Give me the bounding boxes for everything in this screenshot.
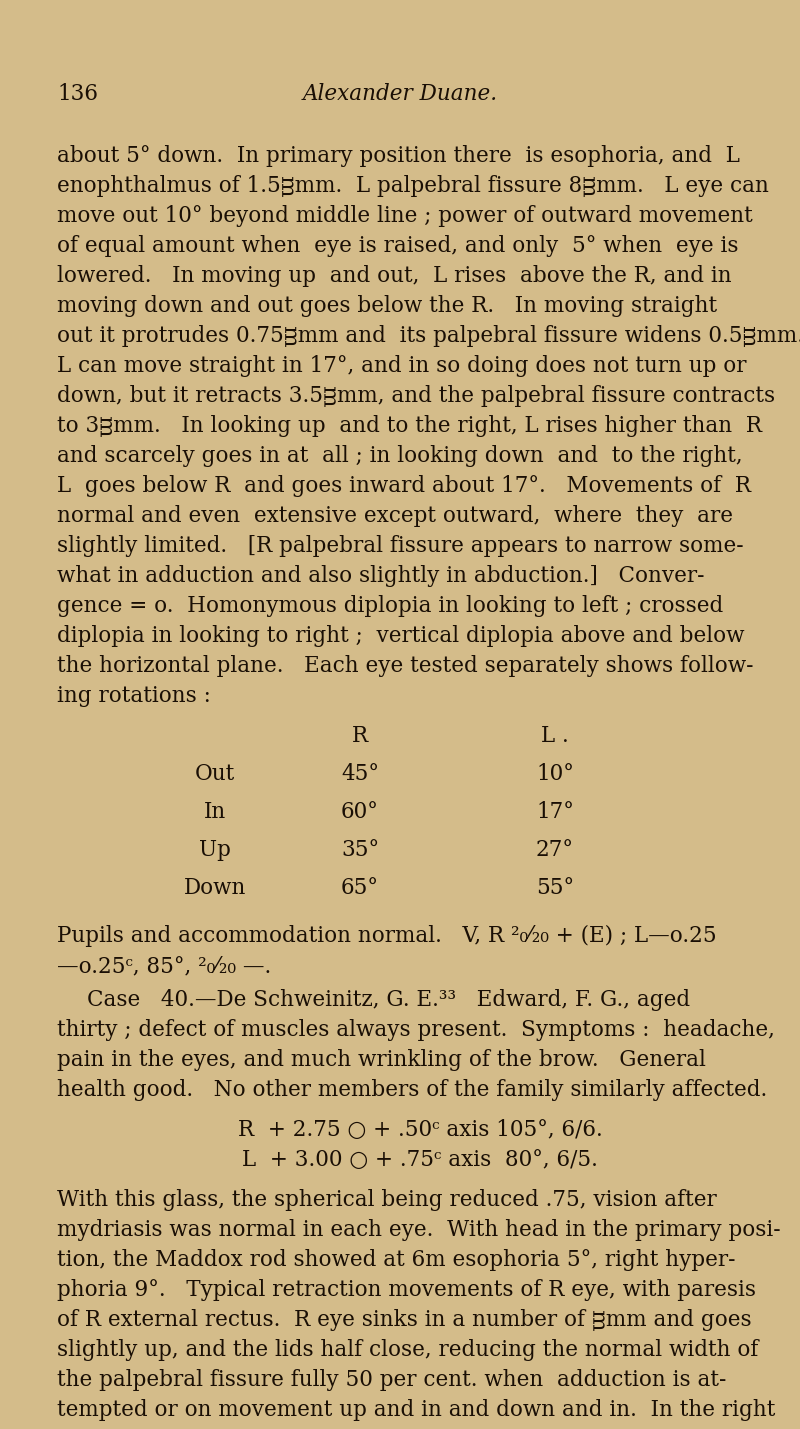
- Text: moving down and out goes below the R.   In moving straight: moving down and out goes below the R. In…: [57, 294, 717, 317]
- Text: of R external rectus.  R eye sinks in a number of ᴟmm and goes: of R external rectus. R eye sinks in a n…: [57, 1309, 752, 1330]
- Text: tempted or on movement up and in and down and in.  In the right: tempted or on movement up and in and dow…: [57, 1399, 775, 1420]
- Text: R: R: [352, 725, 368, 747]
- Text: Down: Down: [184, 877, 246, 899]
- Text: what in adduction and also slightly in abduction.]   Conver-: what in adduction and also slightly in a…: [57, 564, 705, 587]
- Text: tion, the Maddox rod showed at 6m esophoria 5°, right hyper-: tion, the Maddox rod showed at 6m esopho…: [57, 1249, 735, 1270]
- Text: thirty ; defect of muscles always present.  Symptoms :  headache,: thirty ; defect of muscles always presen…: [57, 1019, 775, 1040]
- Text: R  + 2.75 ○ + .50ᶜ axis 105°, 6/6.: R + 2.75 ○ + .50ᶜ axis 105°, 6/6.: [238, 1119, 602, 1140]
- Text: health good.   No other members of the family similarly affected.: health good. No other members of the fam…: [57, 1079, 767, 1100]
- Text: ing rotations :: ing rotations :: [57, 684, 211, 707]
- Text: L  goes below R  and goes inward about 17°.   Movements of  R: L goes below R and goes inward about 17°…: [57, 474, 751, 497]
- Text: diplopia in looking to right ;  vertical diplopia above and below: diplopia in looking to right ; vertical …: [57, 624, 745, 647]
- Text: to 3ᴟmm.   In looking up  and to the right, L rises higher than  R: to 3ᴟmm. In looking up and to the right,…: [57, 414, 762, 437]
- Text: 17°: 17°: [536, 802, 574, 823]
- Text: Out: Out: [195, 763, 235, 785]
- Text: 65°: 65°: [341, 877, 379, 899]
- Text: about 5° down.  In primary position there  is esophoria, and  L: about 5° down. In primary position there…: [57, 144, 740, 167]
- Text: L .: L .: [541, 725, 569, 747]
- Text: In: In: [204, 802, 226, 823]
- Text: 10°: 10°: [536, 763, 574, 785]
- Text: 27°: 27°: [536, 839, 574, 862]
- Text: down, but it retracts 3.5ᴟmm, and the palpebral fissure contracts: down, but it retracts 3.5ᴟmm, and the pa…: [57, 384, 775, 407]
- Text: and scarcely goes in at  all ; in looking down  and  to the right,: and scarcely goes in at all ; in looking…: [57, 444, 742, 467]
- Text: lowered.   In moving up  and out,  L rises  above the R, and in: lowered. In moving up and out, L rises a…: [57, 264, 732, 287]
- Text: 35°: 35°: [341, 839, 379, 862]
- Text: of equal amount when  eye is raised, and only  5° when  eye is: of equal amount when eye is raised, and …: [57, 234, 738, 257]
- Text: 55°: 55°: [536, 877, 574, 899]
- Text: slightly up, and the lids half close, reducing the normal width of: slightly up, and the lids half close, re…: [57, 1339, 758, 1360]
- Text: 45°: 45°: [341, 763, 379, 785]
- Text: the palpebral fissure fully 50 per cent. when  adduction is at-: the palpebral fissure fully 50 per cent.…: [57, 1369, 726, 1390]
- Text: L  + 3.00 ○ + .75ᶜ axis  80°, 6/5.: L + 3.00 ○ + .75ᶜ axis 80°, 6/5.: [242, 1149, 598, 1170]
- Text: Pupils and accommodation normal.   V, R ²₀⁄₂₀ + (E) ; L—o.25: Pupils and accommodation normal. V, R ²₀…: [57, 925, 717, 947]
- Text: —o.25ᶜ, 85°, ²₀⁄₂₀ —.: —o.25ᶜ, 85°, ²₀⁄₂₀ —.: [57, 955, 271, 977]
- Text: L can move straight in 17°, and in so doing does not turn up or: L can move straight in 17°, and in so do…: [57, 354, 746, 377]
- Text: Case   40.—De Schweinitz, G. E.³³   Edward, F. G., aged: Case 40.—De Schweinitz, G. E.³³ Edward, …: [87, 989, 690, 1010]
- Text: enophthalmus of 1.5ᴟmm.  L palpebral fissure 8ᴟmm.   L eye can: enophthalmus of 1.5ᴟmm. L palpebral fiss…: [57, 174, 769, 197]
- Text: pain in the eyes, and much wrinkling of the brow.   General: pain in the eyes, and much wrinkling of …: [57, 1049, 706, 1070]
- Text: phoria 9°.   Typical retraction movements of R eye, with paresis: phoria 9°. Typical retraction movements …: [57, 1279, 756, 1300]
- Text: gence = o.  Homonymous diplopia in looking to left ; crossed: gence = o. Homonymous diplopia in lookin…: [57, 594, 723, 617]
- Text: slightly limited.   [R palpebral fissure appears to narrow some-: slightly limited. [R palpebral fissure a…: [57, 534, 744, 557]
- Text: Up: Up: [199, 839, 231, 862]
- Text: move out 10° beyond middle line ; power of outward movement: move out 10° beyond middle line ; power …: [57, 204, 753, 227]
- Text: 136: 136: [57, 83, 98, 104]
- Text: Alexander Duane.: Alexander Duane.: [302, 83, 498, 104]
- Text: mydriasis was normal in each eye.  With head in the primary posi-: mydriasis was normal in each eye. With h…: [57, 1219, 781, 1240]
- Text: With this glass, the spherical being reduced .75, vision after: With this glass, the spherical being red…: [57, 1189, 717, 1210]
- Text: normal and even  extensive except outward,  where  they  are: normal and even extensive except outward…: [57, 504, 733, 527]
- Text: the horizontal plane.   Each eye tested separately shows follow-: the horizontal plane. Each eye tested se…: [57, 654, 754, 677]
- Text: out it protrudes 0.75ᴟmm and  its palpebral fissure widens 0.5ᴟmm.: out it protrudes 0.75ᴟmm and its palpebr…: [57, 324, 800, 347]
- Text: 60°: 60°: [341, 802, 379, 823]
